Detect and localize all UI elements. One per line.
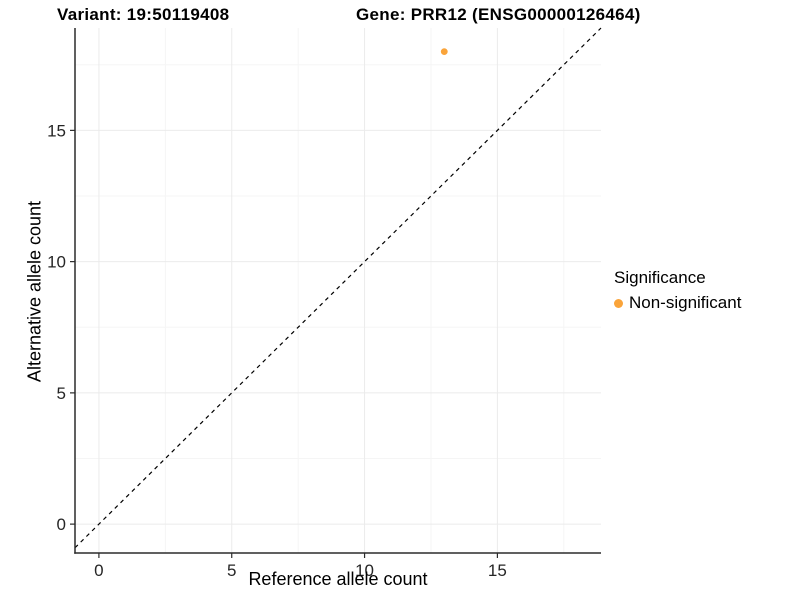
plot-title-gene: Gene: PRR12 (ENSG00000126464) bbox=[356, 5, 641, 24]
legend-point-swatch bbox=[614, 298, 623, 308]
y-tick-label: 0 bbox=[57, 515, 66, 534]
x-tick-label: 10 bbox=[355, 561, 374, 580]
legend: Significance Non-significant bbox=[614, 268, 741, 313]
legend-title: Significance bbox=[614, 268, 706, 287]
legend-entry: Non-significant bbox=[614, 293, 741, 313]
x-tick-label: 15 bbox=[488, 561, 507, 580]
y-tick-label: 10 bbox=[47, 253, 66, 272]
y-tick-label: 5 bbox=[57, 384, 66, 403]
identity-dashed-line bbox=[74, 27, 602, 549]
y-axis-title: Alternative allele count bbox=[24, 200, 45, 383]
plot-title-variant: Variant: 19:50119408 bbox=[57, 5, 230, 24]
x-tick-label: 0 bbox=[94, 561, 103, 580]
legend-entry-label: Non-significant bbox=[629, 293, 742, 312]
x-tick-label: 5 bbox=[227, 561, 236, 580]
data-point bbox=[440, 48, 448, 56]
y-tick-label: 15 bbox=[47, 121, 66, 140]
x-axis-title: Reference allele count bbox=[248, 569, 428, 589]
